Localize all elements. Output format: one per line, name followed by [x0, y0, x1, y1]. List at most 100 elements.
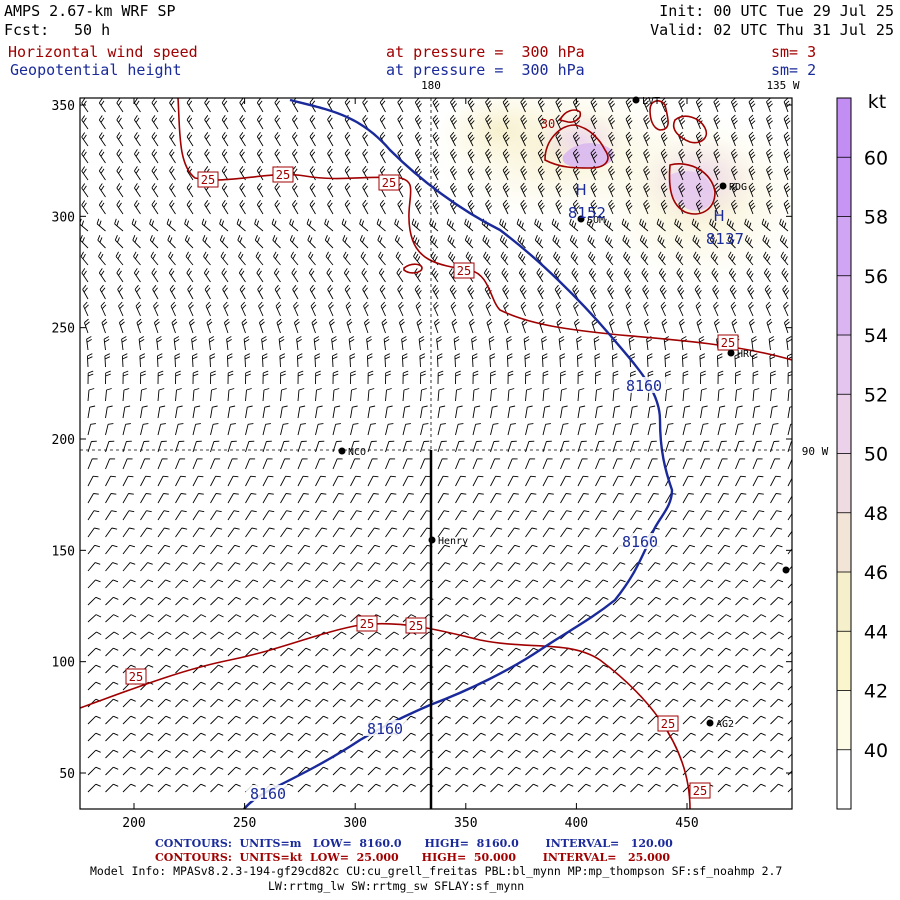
- wind-barb: [450, 114, 458, 130]
- wind-barb: [770, 596, 784, 606]
- wind-barb: [227, 458, 238, 470]
- wind-barb: [210, 715, 224, 725]
- wind-barb: [467, 131, 475, 147]
- wind-barb: [787, 635, 792, 640]
- wind-barb: [556, 318, 563, 334]
- wind-barb: [292, 115, 299, 130]
- wind-barb: [327, 131, 334, 147]
- wind-barb: [437, 527, 450, 538]
- wind-barb: [116, 166, 124, 181]
- wind-barb: [169, 284, 176, 300]
- wind-barb: [98, 200, 106, 215]
- wind-barb: [665, 631, 679, 640]
- wind-barb: [359, 235, 369, 249]
- wind-barb: [157, 715, 171, 725]
- wind-barb: [717, 579, 731, 589]
- wind-barb: [236, 218, 246, 232]
- wind-barb: [748, 318, 755, 334]
- wind-barb: [420, 370, 426, 385]
- wind-barb: [239, 115, 246, 130]
- wind-barb: [542, 631, 557, 640]
- wind-barb: [292, 183, 299, 198]
- wind-barb: [501, 268, 509, 283]
- wind-barb: [280, 664, 294, 674]
- wind-barb: [175, 698, 189, 708]
- wind-barb: [105, 527, 118, 538]
- y-tick-label: 50: [59, 767, 75, 782]
- wind-barb: [411, 218, 421, 232]
- wind-barb: [590, 199, 598, 215]
- colorbar-segment: [837, 335, 851, 395]
- wind-barb: [437, 664, 451, 674]
- wind-barb: [612, 749, 626, 759]
- wind-barb: [590, 148, 598, 164]
- wind-barb: [101, 318, 108, 334]
- wind-barb: [660, 114, 668, 130]
- wind-barb: [332, 493, 344, 504]
- wind-barb: [735, 405, 743, 419]
- wind-barb: [262, 579, 276, 589]
- wind-barb: [507, 749, 521, 759]
- wind-barb: [210, 631, 224, 640]
- wind-barb: [711, 268, 719, 283]
- wind-barb: [122, 631, 137, 640]
- wind-barb: [612, 681, 626, 691]
- wind-barb: [367, 749, 381, 759]
- wind-barb: [157, 544, 171, 555]
- wind-barb: [398, 318, 405, 334]
- wind-barb: [280, 596, 294, 606]
- wind-barb: [122, 783, 136, 793]
- wind-barb: [643, 114, 651, 130]
- wind-barb: [490, 388, 497, 402]
- wind-barb: [665, 423, 674, 436]
- wind-barb: [245, 766, 259, 776]
- wind-barb: [558, 336, 565, 351]
- wind-barb: [590, 182, 598, 198]
- wind-barb: [256, 149, 264, 164]
- wind-barb: [221, 183, 229, 198]
- wind-barb: [175, 732, 189, 742]
- wind-barb: [289, 235, 299, 249]
- wind-barb: [384, 353, 391, 368]
- wind-barb: [414, 199, 422, 215]
- wind-barb: [577, 579, 591, 589]
- wind-barb: [80, 251, 89, 266]
- wind-barb: [379, 199, 386, 215]
- wind-barb: [665, 527, 678, 538]
- wind-barb: [437, 370, 444, 385]
- wind-barb: [681, 336, 687, 351]
- wind-barb: [464, 235, 474, 249]
- wind-barb: [157, 783, 171, 793]
- wind-barb: [362, 199, 369, 215]
- wind-barb: [262, 370, 269, 385]
- wind-barb: [210, 544, 223, 555]
- wind-barb: [455, 783, 469, 793]
- wind-barb: [717, 493, 729, 504]
- wind-barb: [499, 235, 509, 249]
- wind-barb: [630, 783, 644, 793]
- wind-barb: [262, 698, 276, 708]
- wind-barb: [204, 200, 211, 215]
- wind-barb: [280, 370, 286, 385]
- wind-barb: [385, 388, 392, 402]
- wind-barb: [274, 98, 281, 113]
- station-hrc: HRC: [727, 349, 755, 360]
- wind-barb: [735, 423, 744, 436]
- wind-barb: [612, 423, 621, 436]
- wind-barb: [471, 353, 478, 368]
- wind-barb: [416, 318, 423, 334]
- wind-barb: [192, 405, 201, 419]
- wind-barb: [612, 579, 626, 589]
- wind-barb: [448, 268, 457, 283]
- wind-barb: [559, 353, 566, 368]
- wind-barb: [262, 458, 273, 470]
- wind-barb: [730, 131, 738, 147]
- wind-barb: [169, 149, 176, 164]
- wind-barb: [140, 631, 154, 640]
- colorbar-segment: [837, 690, 851, 750]
- wind-barb: [151, 183, 159, 198]
- wind-barb: [787, 668, 792, 674]
- wind-barb: [590, 98, 598, 113]
- wind-barb: [350, 732, 364, 742]
- wind-barb: [472, 614, 487, 623]
